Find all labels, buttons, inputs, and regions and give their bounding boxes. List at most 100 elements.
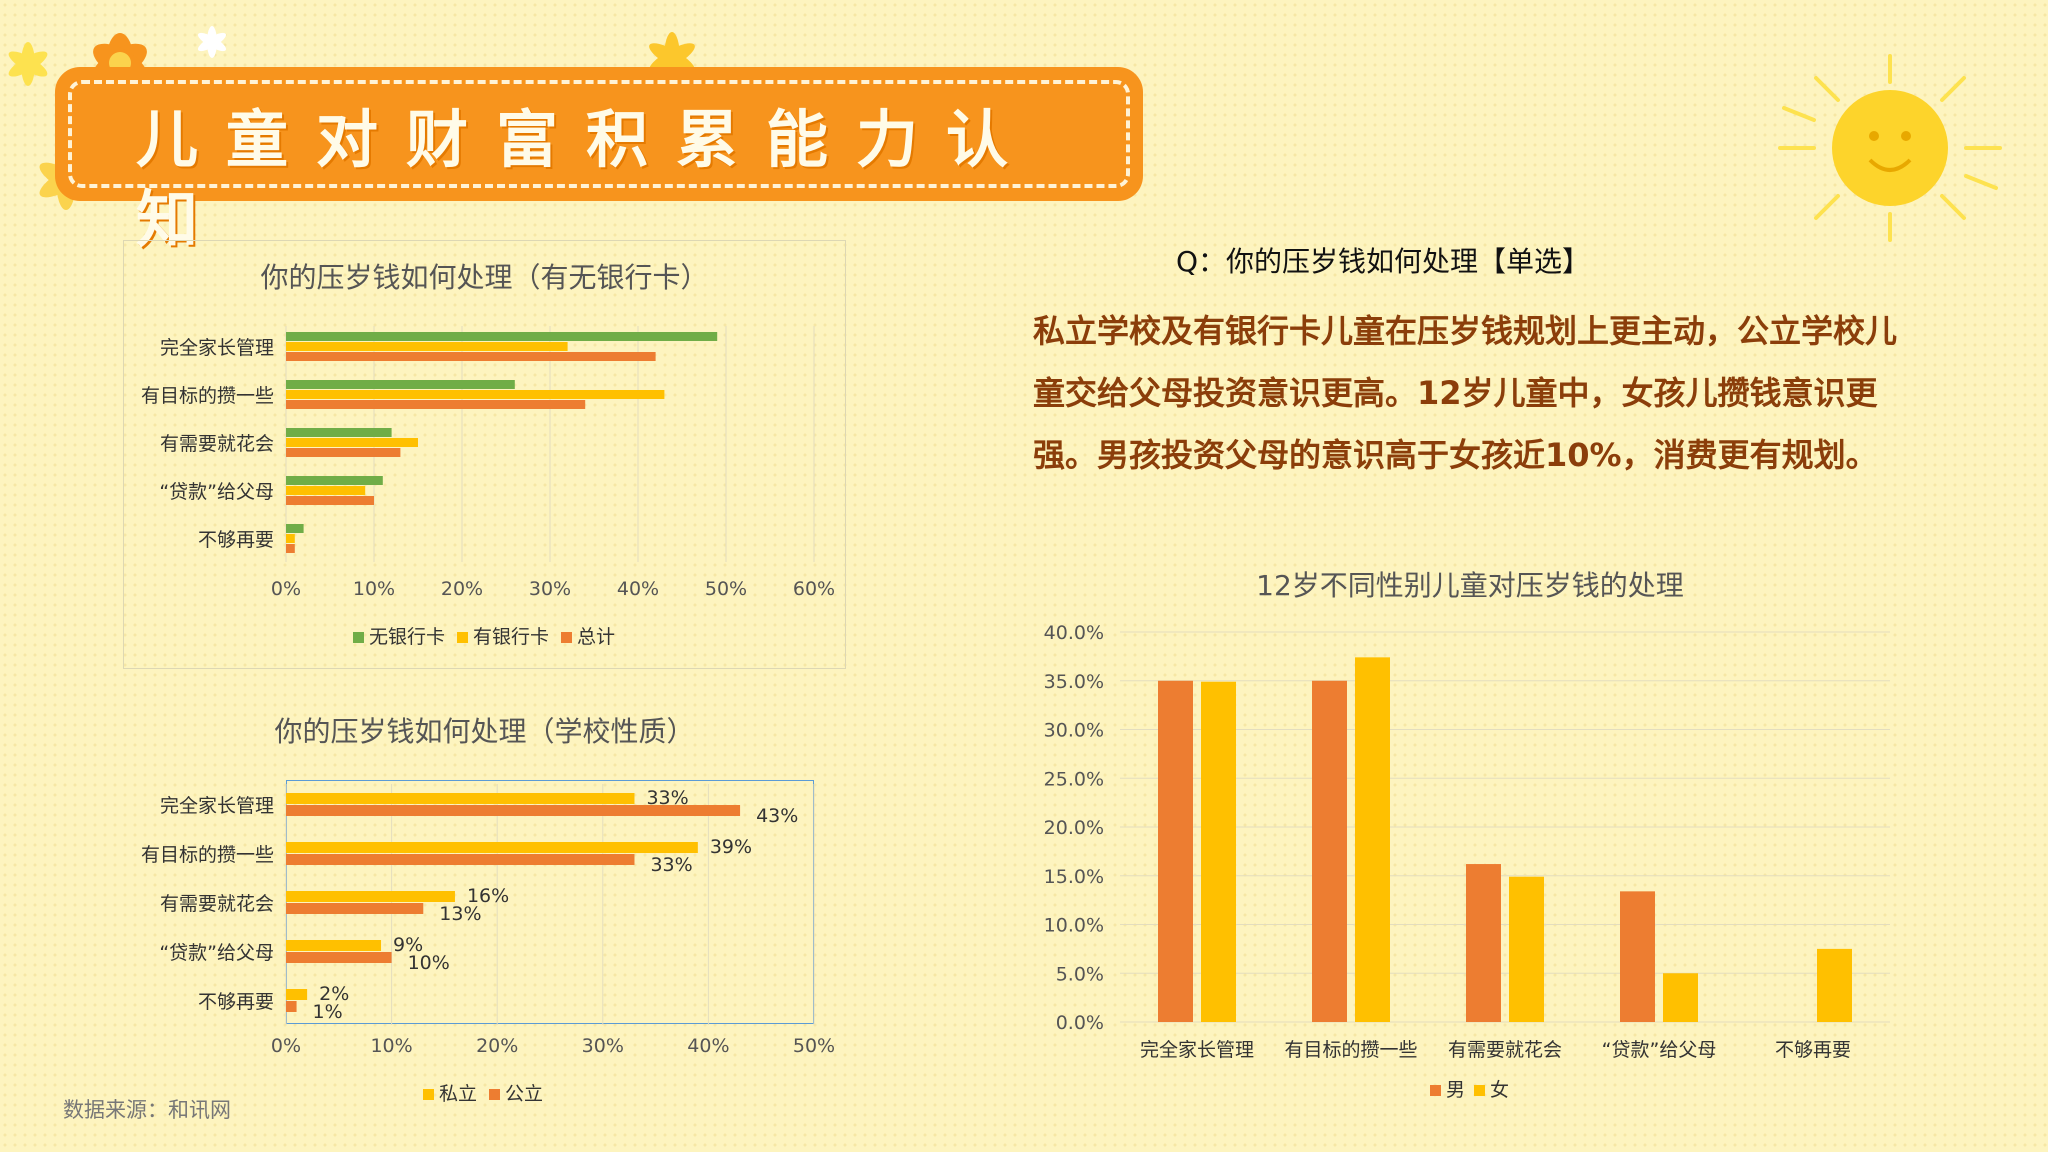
x-tick-label: 10%	[353, 578, 395, 600]
x-tick-label: 40%	[687, 1035, 729, 1057]
bar	[1158, 680, 1193, 1022]
gender-column-chart: 0.0% 5.0% 10.0% 15.0% 20.0% 25.0% 30.0% 35.0% 40…	[1044, 622, 1890, 1101]
data-label: 33%	[646, 787, 688, 809]
bar	[286, 903, 424, 914]
summary-text: 私立学校及有银行卡儿童在压岁钱规划上更主动，公立学校儿童交给父母投资意识更高。1…	[1033, 312, 1898, 474]
legend-swatch	[457, 632, 468, 643]
legend-label: 女	[1490, 1079, 1509, 1101]
data-label: 43%	[756, 805, 798, 827]
bar	[1201, 681, 1236, 1022]
legend-swatch	[1430, 1085, 1441, 1096]
legend-label: 私立	[439, 1083, 477, 1105]
bar	[286, 496, 374, 505]
y-tick-label: 40.0%	[1044, 622, 1104, 644]
data-label: 39%	[710, 836, 752, 858]
category-label: 有目标的攒一些	[1284, 1039, 1417, 1061]
school-type-bar-chart: 0% 10% 20% 30% 40% 50% 完全家长管理 33% 43% 有目标的攒一些 39% 3…	[141, 784, 835, 1105]
bar	[1620, 891, 1655, 1022]
bar	[286, 400, 586, 409]
data-label: 33%	[650, 854, 692, 876]
bar	[286, 989, 308, 1000]
bar	[1663, 973, 1698, 1022]
bar	[286, 476, 383, 485]
x-tick-label: 20%	[476, 1035, 518, 1057]
data-label: 13%	[439, 903, 481, 925]
legend-swatch	[1474, 1085, 1485, 1096]
category-label: 有需要就花会	[160, 893, 274, 915]
x-tick-label: 40%	[617, 578, 659, 600]
title-banner	[58, 70, 1140, 198]
x-tick-label: 30%	[529, 578, 571, 600]
bar	[286, 891, 455, 902]
bar	[286, 854, 635, 865]
category-label: 完全家长管理	[160, 795, 274, 817]
legend-label: 有银行卡	[473, 626, 549, 648]
y-tick-label: 30.0%	[1044, 720, 1104, 742]
bar	[286, 952, 392, 963]
legend-swatch	[423, 1089, 434, 1100]
data-label: 9%	[393, 934, 423, 956]
data-label: 1%	[313, 1001, 343, 1023]
bar	[286, 448, 401, 457]
bar	[286, 805, 741, 816]
bar	[1466, 864, 1501, 1022]
x-tick-label: 50%	[793, 1035, 835, 1057]
category-label: “贷款”给父母	[1602, 1039, 1717, 1061]
chart-title: 你的压岁钱如何处理（学校性质）	[274, 715, 695, 748]
category-label: 不够再要	[198, 991, 274, 1013]
data-source: 数据来源：和讯网	[63, 1098, 231, 1122]
category-label: “贷款”给父母	[159, 942, 274, 964]
bar	[286, 544, 295, 553]
bar	[1355, 657, 1390, 1022]
bar	[1509, 876, 1544, 1022]
bar	[1312, 680, 1347, 1022]
bar	[286, 793, 635, 804]
bar	[286, 524, 304, 533]
bar	[286, 438, 418, 447]
page-title: 儿童对财富积累能力认知	[136, 103, 1037, 256]
data-label: 16%	[467, 885, 509, 907]
data-label: 2%	[319, 983, 349, 1005]
flower-white-decoration	[197, 26, 227, 58]
category-label: 不够再要	[1775, 1039, 1851, 1061]
question-text: Q：你的压岁钱如何处理【单选】	[1176, 245, 1591, 278]
legend-swatch	[489, 1089, 500, 1100]
bar	[286, 842, 698, 853]
bar	[286, 940, 382, 951]
bar	[286, 352, 656, 361]
category-label: 有需要就花会	[160, 433, 274, 455]
x-tick-label: 0%	[271, 1035, 301, 1057]
bar	[286, 486, 366, 495]
x-tick-label: 0%	[271, 578, 301, 600]
legend-swatch	[561, 632, 572, 643]
sun-icon	[1778, 54, 2002, 242]
legend-swatch	[353, 632, 364, 643]
y-tick-label: 35.0%	[1044, 671, 1104, 693]
bar	[286, 534, 295, 543]
x-tick-label: 50%	[705, 578, 747, 600]
x-tick-label: 60%	[793, 578, 835, 600]
y-tick-label: 25.0%	[1044, 768, 1104, 790]
y-tick-label: 5.0%	[1056, 963, 1104, 985]
category-label: 有需要就花会	[1448, 1039, 1562, 1061]
data-label: 10%	[408, 952, 450, 974]
legend-label: 男	[1446, 1079, 1465, 1101]
y-tick-label: 20.0%	[1044, 817, 1104, 839]
legend-label: 总计	[577, 626, 615, 648]
legend-label: 无银行卡	[369, 626, 445, 648]
category-label: 有目标的攒一些	[141, 844, 274, 866]
bar	[1817, 948, 1852, 1022]
flower-yellow-decoration	[8, 42, 48, 86]
legend-label: 公立	[505, 1083, 543, 1105]
bar	[286, 1001, 297, 1012]
category-label: 完全家长管理	[160, 337, 274, 359]
chart-title: 12岁不同性别儿童对压岁钱的处理	[1256, 569, 1684, 602]
x-tick-label: 20%	[441, 578, 483, 600]
y-tick-label: 15.0%	[1044, 866, 1104, 888]
x-tick-label: 30%	[582, 1035, 624, 1057]
chart-title: 你的压岁钱如何处理（有无银行卡）	[260, 261, 709, 294]
category-label: “贷款”给父母	[159, 481, 274, 503]
category-label: 完全家长管理	[1140, 1039, 1254, 1061]
chart-panel	[123, 240, 846, 669]
